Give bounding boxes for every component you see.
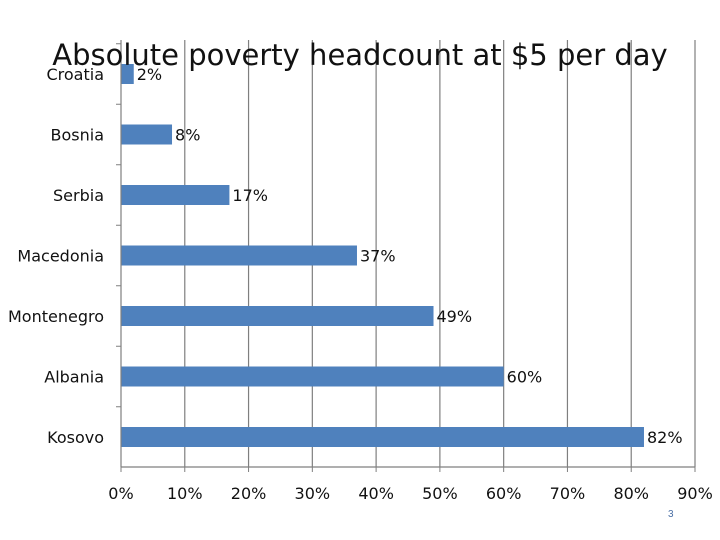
category-label: Bosnia xyxy=(51,126,105,145)
bar-croatia xyxy=(121,64,134,84)
gridlines xyxy=(184,40,696,467)
data-labels: 2% 8% 17% 37% 49% 60% 82% xyxy=(137,65,683,447)
data-label: 82% xyxy=(647,428,683,447)
x-tick-label: 90% xyxy=(677,484,713,503)
category-label: Albania xyxy=(44,368,104,387)
category-label: Macedonia xyxy=(17,247,104,266)
bar-macedonia xyxy=(121,245,357,266)
bar-kosovo xyxy=(121,427,644,447)
category-label: Kosovo xyxy=(47,428,104,447)
data-label: 8% xyxy=(175,126,200,145)
x-tick-label: 60% xyxy=(486,484,522,503)
x-tick-label: 20% xyxy=(231,484,267,503)
bar-albania xyxy=(121,366,504,387)
data-label: 2% xyxy=(137,65,162,84)
data-label: 60% xyxy=(507,368,543,387)
data-label: 37% xyxy=(360,247,396,266)
x-tick-label: 40% xyxy=(358,484,394,503)
category-label: Serbia xyxy=(53,186,104,205)
x-tick-label: 10% xyxy=(167,484,203,503)
bars xyxy=(121,64,644,447)
category-label: Montenegro xyxy=(8,307,104,326)
x-tick-label: 50% xyxy=(422,484,458,503)
x-tick-labels: 0% 10% 20% 30% 40% 50% 60% 70% 80% 90% xyxy=(108,484,712,503)
bar-montenegro xyxy=(121,306,434,326)
data-label: 17% xyxy=(232,186,268,205)
axes xyxy=(116,40,696,472)
category-label: Croatia xyxy=(46,65,104,84)
page-number: 3 xyxy=(668,509,674,520)
x-tick-label: 0% xyxy=(108,484,133,503)
data-label: 49% xyxy=(437,307,473,326)
x-tick-label: 30% xyxy=(295,484,331,503)
x-tick-label: 70% xyxy=(550,484,586,503)
x-tick-label: 80% xyxy=(613,484,649,503)
bar-bosnia xyxy=(121,124,173,145)
bar-serbia xyxy=(121,185,230,205)
category-labels: Croatia Bosnia Serbia Macedonia Montenegro Al… xyxy=(8,65,104,447)
